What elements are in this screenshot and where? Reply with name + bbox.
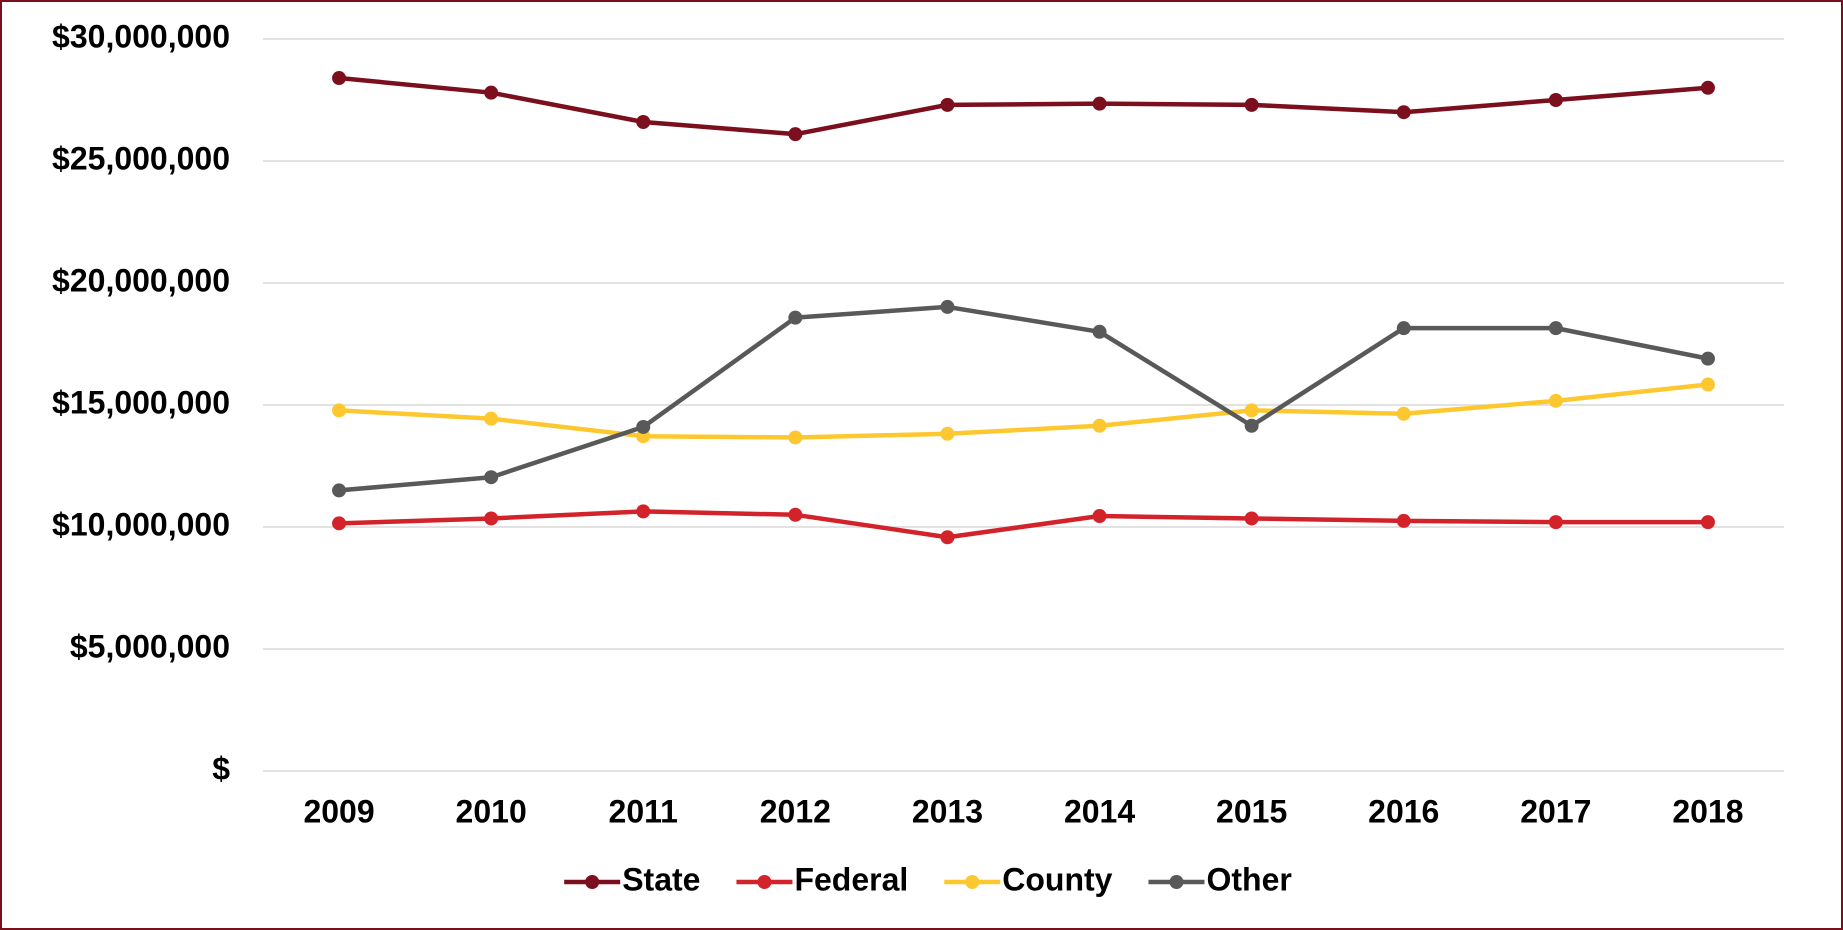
data-point (1092, 509, 1107, 524)
data-point (484, 511, 499, 526)
y-tick-label: $10,000,000 (52, 506, 230, 542)
legend-item: County (944, 861, 1113, 897)
data-point (1396, 406, 1411, 421)
data-point (1548, 321, 1563, 336)
legend-label: State (622, 861, 700, 897)
data-point (1244, 511, 1259, 526)
data-point (1548, 515, 1563, 530)
data-point (1700, 80, 1715, 95)
data-point (484, 411, 499, 426)
x-tick-label: 2011 (609, 793, 678, 829)
legend-marker (1169, 875, 1184, 889)
x-tick-label: 2012 (760, 793, 831, 829)
data-point (1396, 105, 1411, 120)
data-point (1244, 418, 1259, 433)
data-point (636, 419, 651, 434)
data-point (940, 530, 955, 545)
x-tick-label: 2015 (1216, 793, 1287, 829)
data-point (788, 310, 803, 325)
legend-marker (965, 875, 980, 889)
data-point (940, 299, 955, 314)
y-tick-label: $20,000,000 (52, 262, 230, 298)
data-point (940, 97, 955, 112)
legend-item: State (564, 861, 700, 897)
legend-item: Other (1148, 861, 1292, 897)
data-point (1092, 96, 1107, 111)
data-point (940, 426, 955, 441)
x-tick-label: 2018 (1672, 793, 1743, 829)
series-line (338, 75, 1709, 137)
legend-label: Federal (794, 861, 908, 897)
data-point (332, 483, 347, 498)
data-point (1700, 351, 1715, 366)
legend-label: Other (1206, 861, 1291, 897)
x-tick-label: 2010 (456, 793, 527, 829)
x-tick-label: 2017 (1520, 793, 1591, 829)
legend-marker (757, 875, 772, 889)
data-point (1548, 393, 1563, 408)
data-point (332, 403, 347, 418)
data-point (484, 470, 499, 485)
data-point (1396, 321, 1411, 336)
series-line (338, 382, 1709, 440)
y-tick-label: $ (212, 750, 230, 786)
data-point (636, 114, 651, 129)
legend-label: County (1002, 861, 1112, 897)
data-point (1548, 93, 1563, 107)
data-point (1244, 403, 1259, 418)
data-point (788, 430, 803, 445)
data-point (332, 516, 347, 531)
y-tick-label: $5,000,000 (70, 628, 230, 664)
legend-marker (585, 875, 600, 889)
x-tick-label: 2009 (303, 793, 374, 829)
y-tick-label: $30,000,000 (52, 18, 230, 54)
y-tick-label: $25,000,000 (52, 140, 230, 176)
data-point (484, 85, 499, 100)
data-point (332, 71, 347, 86)
series-line (338, 509, 1708, 540)
data-point (788, 127, 803, 142)
data-point (1092, 418, 1107, 433)
data-point (1092, 324, 1107, 339)
data-point (1700, 377, 1715, 392)
series-line (338, 304, 1709, 493)
data-point (788, 507, 803, 522)
legend-item: Federal (736, 861, 908, 897)
y-tick-label: $15,000,000 (52, 384, 230, 420)
x-tick-label: 2013 (912, 793, 983, 829)
x-tick-label: 2016 (1368, 793, 1439, 829)
data-point (1396, 513, 1411, 528)
data-point (636, 504, 651, 519)
x-tick-label: 2014 (1064, 793, 1135, 829)
data-point (1700, 515, 1715, 530)
data-point (1244, 97, 1259, 112)
